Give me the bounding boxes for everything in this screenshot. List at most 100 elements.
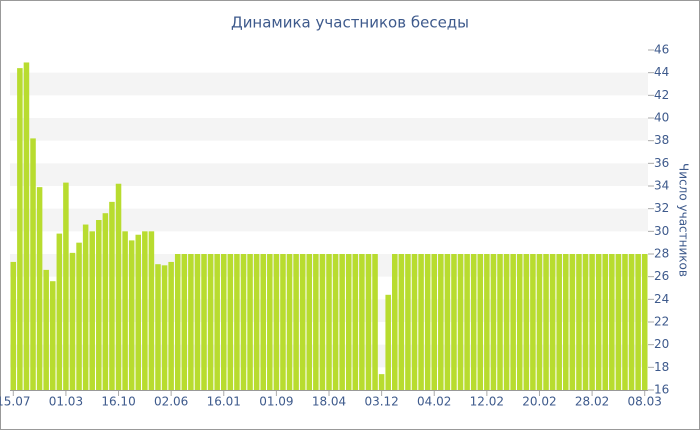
x-tick-label: 01.03 [49,395,83,409]
bar [174,254,181,390]
bar [510,254,516,390]
bar [240,254,247,390]
bar [339,254,345,390]
bar [214,254,220,390]
bar [247,254,253,390]
bar [148,231,155,390]
y-tick-label: 22 [654,315,669,329]
bar [352,254,359,390]
bar [398,254,405,390]
bar [438,254,444,390]
x-tick-label: 02.06 [154,395,188,409]
bar [477,254,484,390]
bar [530,254,536,390]
bar [115,183,122,390]
bar [280,254,286,390]
bar [313,254,319,390]
bar [10,261,17,390]
x-tick-label: 15.07 [0,395,30,409]
x-tick-label: 12.02 [470,395,504,409]
bar [142,231,148,390]
x-tick-label: 18.04 [312,395,346,409]
y-tick-label: 32 [654,201,669,215]
bar [609,254,615,390]
bar [49,281,56,390]
y-tick-label: 26 [654,269,669,283]
bar [359,254,365,390]
bar [589,254,595,390]
bar [536,254,543,390]
bar [96,220,102,390]
y-tick-label: 34 [654,179,669,193]
bar [260,254,266,390]
bar [424,254,431,390]
bar [628,254,635,390]
bar [168,261,174,390]
bar [392,254,398,390]
bar [319,254,326,390]
plot-band [10,163,648,186]
plot-band [10,118,648,141]
bar [444,254,451,390]
bar [556,254,562,390]
x-tick-label: 16.10 [101,395,135,409]
bar [457,254,464,390]
chart-title: Динамика участников беседы [231,14,469,32]
bar [378,374,385,390]
bar [470,254,477,390]
bar [615,254,622,390]
bar [63,182,69,390]
bar [306,254,313,390]
y-tick-label: 20 [654,337,669,351]
bar [273,254,280,390]
bar [503,254,510,390]
bar [221,254,227,390]
bar [299,254,306,390]
bar [418,254,424,390]
bar [109,201,115,390]
bar [332,254,339,390]
bar [451,254,457,390]
y-tick-label: 28 [654,247,669,261]
y-tick-label: 40 [654,111,669,125]
bar [43,269,49,390]
bar [641,254,648,390]
y-tick-label: 36 [654,156,669,170]
bar [227,254,234,390]
bar [385,294,391,390]
bar [76,242,82,390]
x-tick-label: 08.03 [628,395,662,409]
y-axis-label: Число участников [677,163,691,277]
x-tick-label: 28.02 [575,395,609,409]
bar [516,254,523,390]
y-tick-label: 46 [654,43,669,57]
bar [161,265,168,390]
bar [523,254,530,390]
x-tick-label: 16.01 [207,395,241,409]
bar [201,254,207,390]
bar [188,254,194,390]
bar [595,254,602,390]
bar [582,254,589,390]
bar [293,254,299,390]
bar [234,254,240,390]
bar [181,254,188,390]
y-tick-label: 24 [654,292,669,306]
bar [576,254,582,390]
plot-band [10,208,648,232]
bar [543,254,549,390]
bar [82,224,89,390]
bar [602,254,609,390]
bar [569,254,576,390]
x-tick-label: 04.02 [417,395,451,409]
bar [135,234,142,390]
bar [549,254,556,390]
bar [431,254,437,390]
bar [484,254,490,390]
y-tick-label: 38 [654,133,669,147]
y-tick-label: 16 [654,383,669,397]
y-tick-label: 30 [654,224,669,238]
bar [490,254,497,390]
x-tick-label: 20.02 [522,395,556,409]
